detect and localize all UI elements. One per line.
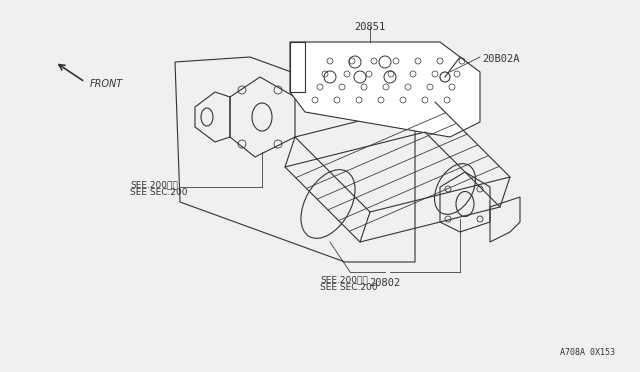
Text: SEE.200参照: SEE.200参照 [130,180,178,189]
Text: SEE.200参照: SEE.200参照 [320,275,368,284]
Text: 20851: 20851 [355,22,386,32]
Text: A708A 0X153: A708A 0X153 [560,348,615,357]
Text: 20802: 20802 [369,278,401,288]
Text: SEE SEC.200: SEE SEC.200 [320,283,378,292]
Text: 20B02A: 20B02A [482,54,520,64]
Polygon shape [290,42,480,137]
Text: SEE SEC.200: SEE SEC.200 [130,188,188,197]
Text: FRONT: FRONT [90,79,124,89]
